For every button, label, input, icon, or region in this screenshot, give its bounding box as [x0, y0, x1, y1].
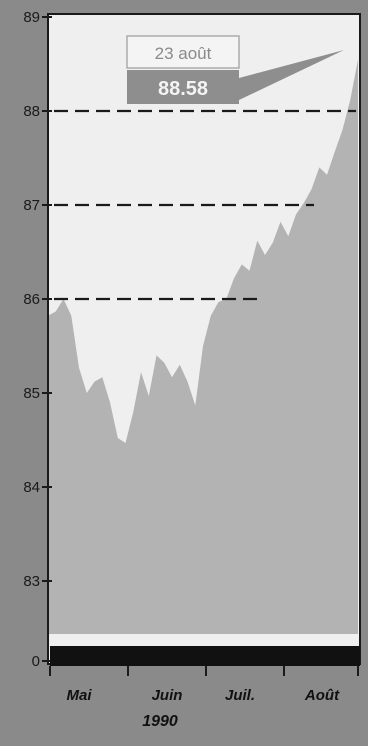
callout-value-box — [127, 70, 239, 104]
callout-value-label: 88.58 — [158, 78, 208, 100]
y-tick-label: 87 — [23, 197, 40, 214]
x-tick-label: Juin — [152, 687, 183, 704]
x-axis: Mai Juin Juil. Août — [49, 666, 359, 704]
year-label: 1990 — [142, 713, 178, 730]
x-tick-label: Mai — [66, 687, 92, 704]
value-callout: 23 août 88.58 — [126, 35, 344, 104]
y-tick-label: 83 — [23, 573, 40, 590]
y-tick-label: 85 — [23, 385, 40, 402]
y-tick-label: 89 — [23, 9, 40, 26]
y-tick-label: 0 — [32, 653, 40, 670]
y-tick-label: 86 — [23, 291, 40, 308]
index-area-series — [48, 59, 358, 634]
x-tick-label: Juil. — [225, 687, 255, 704]
y-tick-label: 84 — [23, 479, 40, 496]
callout-pointer — [239, 50, 344, 100]
callout-date-label: 23 août — [155, 44, 212, 63]
callout-date-box — [126, 35, 240, 69]
y-tick-label: 88 — [23, 103, 40, 120]
x-tick-label: Août — [304, 687, 340, 704]
reference-lines — [54, 109, 356, 301]
y-axis: 0 83 84 85 86 87 88 89 — [23, 9, 52, 670]
zero-base-bar — [50, 646, 360, 666]
